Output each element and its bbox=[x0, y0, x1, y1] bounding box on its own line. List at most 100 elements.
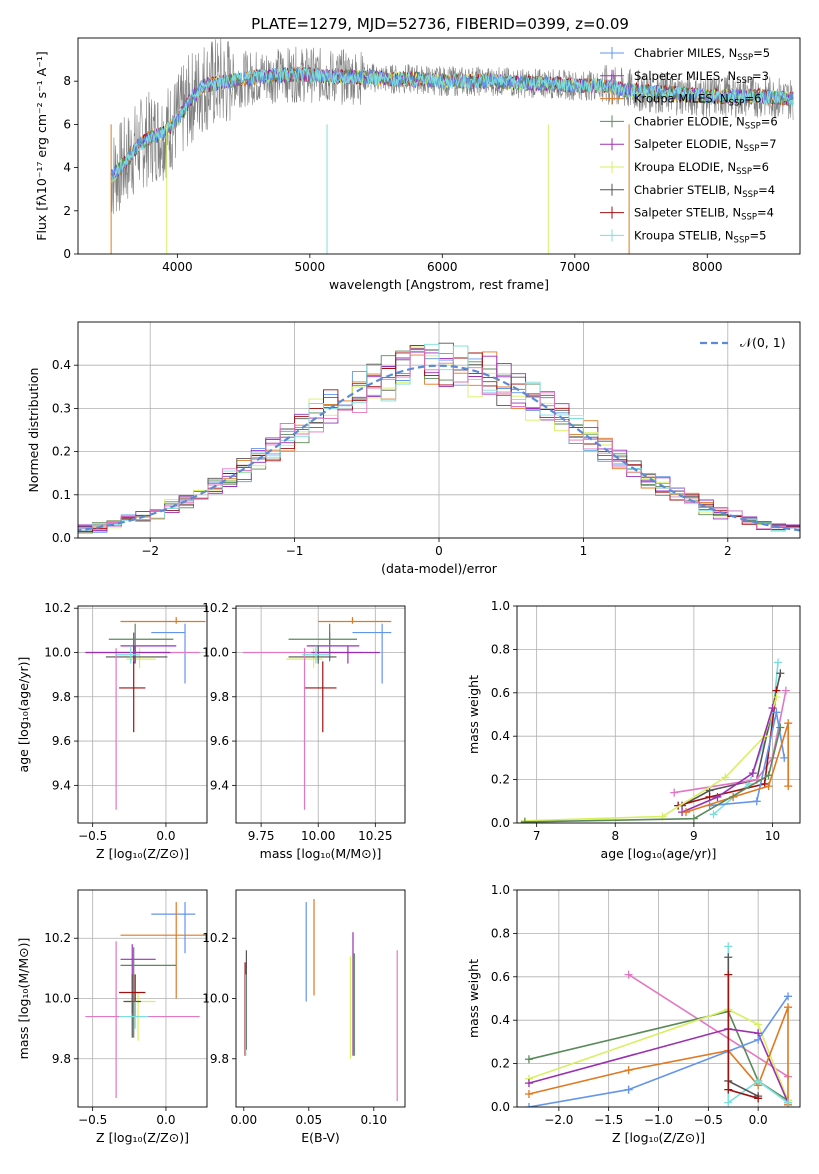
mass_vs_Z-panel: −0.5 0.0 9.8 10.0 10.2 Z [log₁₀(Z/Z⊙)] mass [l… bbox=[16, 889, 208, 1145]
y-tick-label: 0.0 bbox=[491, 816, 510, 830]
figure-title: PLATE=1279, MJD=52736, FIBERID=0399, z=0… bbox=[251, 15, 629, 33]
x-tick-label: −2 bbox=[141, 544, 159, 558]
x-tick-label: 8 bbox=[611, 829, 619, 843]
weight-point bbox=[724, 942, 733, 951]
mass_vs_Z-plot-area bbox=[85, 902, 206, 1098]
weight-point bbox=[754, 1035, 763, 1044]
x-tick-label: 4000 bbox=[162, 260, 193, 274]
age_vs_Z-panel: −0.5 0.0 9.4 9.6 9.8 10.0 10.2 Z [log₁₀(Z/Z⊙)] a… bbox=[16, 601, 208, 861]
y-tick-label: 10.0 bbox=[44, 992, 71, 1006]
weight-line-salpeter_elodie bbox=[681, 707, 774, 813]
weight-point bbox=[764, 782, 773, 791]
weight-point bbox=[713, 792, 722, 801]
weight-line-salpeter_elodie bbox=[528, 1028, 789, 1104]
histogram-pink bbox=[78, 347, 800, 532]
weight_vs_age-panel: 7 8 9 10 0.0 0.2 0.4 0.6 0.8 1.0 age [log₁₀(age/yr… bbox=[466, 599, 801, 861]
weight-line-pink bbox=[628, 973, 789, 1078]
age_vs_Z-plot-area bbox=[85, 617, 206, 810]
y-tick-label: 8 bbox=[63, 74, 71, 88]
y-tick-label: 0.2 bbox=[491, 1057, 510, 1071]
y-tick-label: 0 bbox=[63, 247, 71, 261]
legend-entry: Kroupa ELODIE, NSSP=6 bbox=[634, 160, 769, 177]
weight_vs_Z-xlabel: Z [log₁₀(Z/Z⊙)] bbox=[612, 1130, 705, 1145]
x-tick-label: 7000 bbox=[560, 260, 591, 274]
weight-point bbox=[784, 719, 793, 728]
legend-entry: Kroupa STELIB, NSSP=5 bbox=[634, 228, 766, 245]
weight-point bbox=[784, 1098, 793, 1107]
y-tick-label: 0.0 bbox=[52, 531, 71, 545]
y-tick-label: 9.4 bbox=[52, 778, 71, 792]
weight_vs_age-ylabel: mass weight bbox=[466, 675, 481, 754]
weight-line-kroupa_elodie bbox=[528, 1008, 789, 1101]
weight-point bbox=[772, 693, 781, 702]
legend-entry: Kroupa MILES, NSSP=6 bbox=[634, 92, 761, 109]
weight-point bbox=[520, 817, 529, 823]
y-tick-label: 0.4 bbox=[52, 358, 71, 372]
weight_vs_age-plot-area bbox=[520, 658, 793, 823]
age_vs_mass-panel: 9.75 10.00 10.25 9.4 9.6 9.8 10.0 10.2 mass [log… bbox=[202, 601, 406, 861]
y-tick-label: 2 bbox=[63, 204, 71, 218]
age_vs_mass-xlabel: mass [log₁₀(M/M⊙)] bbox=[260, 846, 382, 861]
spectrum-frame bbox=[77, 37, 801, 255]
spectrum-xlabel: wavelength [Angstrom, rest frame] bbox=[329, 277, 549, 292]
legend-entry: Salpeter ELODIE, NSSP=7 bbox=[634, 137, 777, 154]
x-tick-label: 9.75 bbox=[248, 829, 275, 843]
x-tick-label: 10 bbox=[765, 829, 780, 843]
weight-point bbox=[768, 703, 777, 712]
age_vs_Z-ylabel: age [log₁₀(age/yr)] bbox=[16, 657, 31, 773]
x-tick-label: 0.05 bbox=[295, 1113, 322, 1127]
weight-line-chabrier_stelib bbox=[681, 673, 782, 807]
x-tick-label: 6000 bbox=[427, 260, 458, 274]
y-tick-label: 10.2 bbox=[44, 601, 71, 615]
weight-line-chabrier_elodie bbox=[524, 727, 782, 823]
weight-line-chabrier_stelib bbox=[727, 957, 759, 1097]
x-tick-label: −0.5 bbox=[694, 1113, 723, 1127]
weight-line-kroupa_stelib bbox=[712, 662, 779, 815]
legend-entry: Salpeter MILES, NSSP=3 bbox=[634, 69, 769, 86]
weight-point bbox=[524, 1079, 533, 1088]
x-tick-label: −1.0 bbox=[644, 1113, 673, 1127]
weight-point bbox=[773, 658, 782, 667]
spectrum-plot-area bbox=[110, 38, 794, 254]
y-tick-label: 9.6 bbox=[52, 734, 71, 748]
weight-point bbox=[764, 771, 773, 780]
y-tick-label: 9.8 bbox=[52, 1052, 71, 1066]
weight-point bbox=[524, 1055, 533, 1064]
weight-point bbox=[776, 723, 785, 732]
mass_vs_Z-xlabel: Z [log₁₀(Z/Z⊙)] bbox=[96, 1130, 189, 1145]
age_vs_mass-plot-area bbox=[242, 617, 392, 810]
y-tick-label: 0.6 bbox=[491, 686, 510, 700]
weight-point bbox=[724, 1085, 733, 1094]
x-tick-label: 8000 bbox=[692, 260, 723, 274]
y-tick-label: 9.8 bbox=[52, 690, 71, 704]
weight-point bbox=[780, 753, 789, 762]
y-tick-label: 0.1 bbox=[52, 488, 71, 502]
legend-entry: 𝒩(0, 1) bbox=[740, 335, 786, 350]
y-tick-label: 9.6 bbox=[210, 734, 229, 748]
x-tick-label: 7 bbox=[533, 829, 541, 843]
weight-point bbox=[524, 1103, 533, 1107]
y-tick-label: 0.2 bbox=[52, 445, 71, 459]
x-tick-label: 0.0 bbox=[749, 1113, 768, 1127]
weight_vs_age-frame bbox=[516, 605, 801, 824]
y-tick-label: 9.4 bbox=[210, 778, 229, 792]
weight_vs_Z-panel: −2.0 −1.5 −1.0 −0.5 0.0 0.0 0.2 0.4 0.6 0.8 1.0 Z [… bbox=[466, 883, 801, 1145]
x-tick-label: 0.00 bbox=[230, 1113, 257, 1127]
y-tick-label: 10.2 bbox=[202, 931, 229, 945]
weight-point bbox=[682, 808, 691, 817]
weight-point bbox=[754, 1020, 763, 1029]
x-tick-label: 10.00 bbox=[301, 829, 335, 843]
y-tick-label: 0.0 bbox=[491, 1100, 510, 1114]
y-tick-label: 10.2 bbox=[202, 601, 229, 615]
y-tick-label: 0.8 bbox=[491, 926, 510, 940]
weight-point bbox=[624, 970, 633, 979]
y-tick-label: 10.0 bbox=[202, 646, 229, 660]
x-tick-label: 9 bbox=[690, 829, 698, 843]
weight-point bbox=[752, 797, 761, 806]
y-tick-label: 10.2 bbox=[44, 931, 71, 945]
x-tick-label: −0.5 bbox=[78, 829, 107, 843]
mass_vs_ebv-frame bbox=[235, 889, 406, 1108]
y-tick-label: 10.0 bbox=[202, 992, 229, 1006]
weight_vs_Z-ylabel: mass weight bbox=[466, 959, 481, 1038]
weight-point bbox=[689, 814, 698, 823]
